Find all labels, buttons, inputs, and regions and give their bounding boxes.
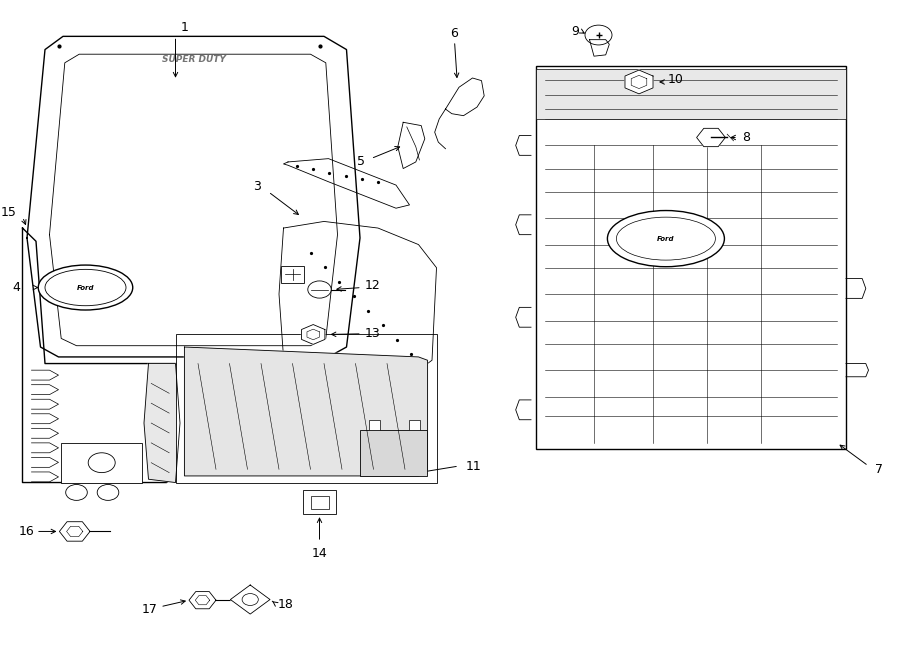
Circle shape <box>242 594 258 605</box>
Text: 14: 14 <box>311 547 328 561</box>
Ellipse shape <box>616 217 716 260</box>
Polygon shape <box>22 228 184 483</box>
Text: 16: 16 <box>18 525 34 538</box>
Circle shape <box>585 25 612 45</box>
Circle shape <box>308 281 331 298</box>
Polygon shape <box>184 347 428 476</box>
Text: 13: 13 <box>364 327 380 340</box>
Polygon shape <box>697 128 725 147</box>
Polygon shape <box>230 585 270 614</box>
Polygon shape <box>398 122 425 169</box>
Text: 6: 6 <box>451 26 458 40</box>
Polygon shape <box>302 325 325 344</box>
Polygon shape <box>625 70 653 94</box>
Text: 10: 10 <box>668 73 684 86</box>
Bar <box>176 334 436 483</box>
Polygon shape <box>446 78 484 116</box>
Bar <box>410 420 420 430</box>
Polygon shape <box>284 159 410 208</box>
Text: 17: 17 <box>141 603 158 616</box>
Text: 4: 4 <box>12 281 20 294</box>
Polygon shape <box>279 221 436 387</box>
Text: Ford: Ford <box>657 235 675 242</box>
Bar <box>310 496 328 509</box>
Text: 12: 12 <box>364 279 380 292</box>
Polygon shape <box>144 364 180 483</box>
Text: 3: 3 <box>253 180 261 193</box>
Bar <box>536 69 846 119</box>
Polygon shape <box>189 592 216 609</box>
Circle shape <box>97 485 119 500</box>
Text: 1: 1 <box>181 21 188 34</box>
Text: Ford: Ford <box>76 284 94 291</box>
Polygon shape <box>27 36 360 357</box>
Ellipse shape <box>38 265 133 310</box>
Bar <box>369 420 380 430</box>
Circle shape <box>66 485 87 500</box>
Text: 15: 15 <box>0 206 16 219</box>
Text: 8: 8 <box>742 131 751 144</box>
Text: 7: 7 <box>875 463 883 476</box>
Text: 18: 18 <box>277 598 293 611</box>
Text: 2: 2 <box>392 408 400 421</box>
Bar <box>360 430 427 476</box>
Polygon shape <box>59 522 90 541</box>
Text: 5: 5 <box>356 155 365 169</box>
Text: 11: 11 <box>465 459 481 473</box>
Ellipse shape <box>45 270 126 306</box>
Bar <box>536 66 846 449</box>
Bar <box>303 490 336 514</box>
Circle shape <box>88 453 115 473</box>
Bar <box>281 266 304 283</box>
Bar <box>61 443 142 483</box>
Ellipse shape <box>608 210 724 266</box>
Text: SUPER DUTY: SUPER DUTY <box>162 55 225 64</box>
Text: 9: 9 <box>571 24 579 38</box>
Polygon shape <box>590 40 609 56</box>
